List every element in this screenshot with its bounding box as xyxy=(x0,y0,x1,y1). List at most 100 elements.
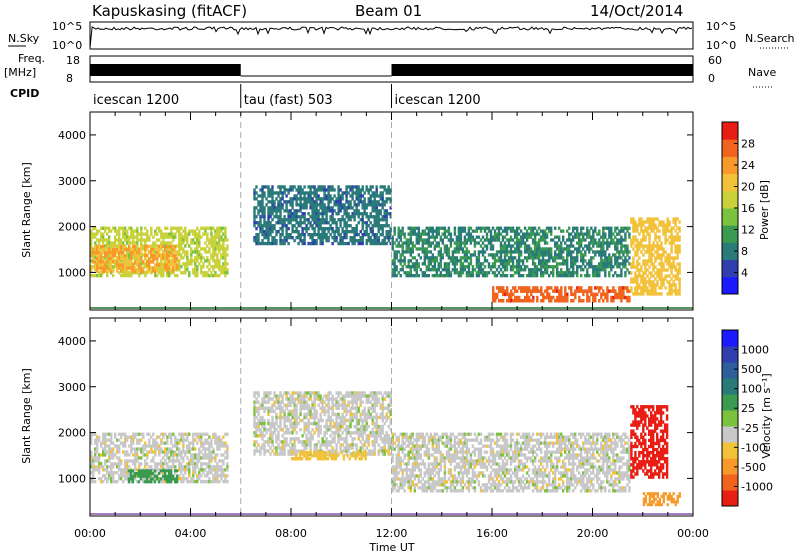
heatmap-cell xyxy=(100,238,103,242)
heatmap-cell xyxy=(371,209,374,213)
heatmap-cell xyxy=(401,259,404,263)
heatmap-cell xyxy=(574,232,577,236)
heatmap-cell xyxy=(377,203,380,207)
heatmap-cell xyxy=(491,256,495,260)
heatmap-cell xyxy=(269,421,272,426)
heatmap-cell xyxy=(564,274,567,278)
heatmap-cell xyxy=(212,238,215,242)
heatmap-cell xyxy=(674,238,677,242)
heatmap-cell xyxy=(204,468,207,472)
heatmap-cell xyxy=(634,223,637,227)
heatmap-cell xyxy=(505,247,509,251)
heatmap-cell xyxy=(160,450,163,454)
heatmap-cell xyxy=(136,254,139,258)
heatmap-cell xyxy=(339,218,342,222)
heatmap-cell xyxy=(90,453,93,457)
heatmap-cell xyxy=(131,469,135,473)
heatmap-cell xyxy=(220,477,223,481)
heatmap-cell xyxy=(588,235,591,239)
heatmap-cell xyxy=(106,238,109,242)
heatmap-cell xyxy=(90,435,93,439)
heatmap-cell xyxy=(164,432,167,436)
heatmap-cell xyxy=(214,471,217,475)
heatmap-cell xyxy=(634,286,637,290)
heatmap-cell xyxy=(144,262,147,266)
heatmap-cell xyxy=(180,238,183,242)
heatmap-cell xyxy=(359,241,362,246)
heatmap-cell xyxy=(423,241,426,245)
heatmap-cell xyxy=(519,253,523,257)
heatmap-cell xyxy=(385,191,388,195)
heatmap-cell xyxy=(182,450,185,454)
heatmap-cell xyxy=(622,238,625,242)
heatmap-cell xyxy=(196,259,199,263)
heatmap-cell xyxy=(604,253,607,257)
heatmap-cell xyxy=(527,271,531,275)
heatmap-cell xyxy=(173,254,177,258)
heatmap-cell xyxy=(188,447,191,451)
heatmap-cell xyxy=(291,236,294,240)
heatmap-cell xyxy=(142,450,145,454)
heatmap-cell xyxy=(94,459,97,463)
heatmap-cell xyxy=(319,221,322,225)
heatmap-cell xyxy=(138,248,141,252)
heatmap-cell xyxy=(373,224,376,228)
heatmap-cell xyxy=(590,247,593,251)
heatmap-cell xyxy=(507,256,511,260)
heatmap-cell xyxy=(289,221,292,225)
heatmap-cell xyxy=(365,212,368,216)
heatmap-cell xyxy=(612,232,615,236)
heatmap-cell xyxy=(497,229,501,233)
nsky-tick-bottom: 10^0 xyxy=(52,39,82,52)
heatmap-cell xyxy=(431,226,434,230)
heatmap-cell xyxy=(301,227,304,231)
heatmap-cell xyxy=(638,256,641,260)
heatmap-cell xyxy=(520,286,523,290)
heatmap-cell xyxy=(511,244,515,248)
heatmap-cell xyxy=(160,438,163,442)
heatmap-cell xyxy=(626,226,629,230)
heatmap-cell xyxy=(273,227,276,231)
heatmap-cell xyxy=(279,203,282,207)
heatmap-cell xyxy=(154,438,157,442)
heatmap-cell xyxy=(136,438,139,442)
heatmap-cell xyxy=(349,194,352,198)
heatmap-cell xyxy=(156,462,159,466)
heatmap-cell xyxy=(216,474,219,478)
heatmap-cell xyxy=(509,247,513,251)
heatmap-cell xyxy=(327,209,330,213)
heatmap-cell xyxy=(550,271,553,275)
heatmap-cell xyxy=(507,262,511,266)
heatmap-cell xyxy=(192,456,195,460)
heatmap-cell xyxy=(269,241,272,246)
heatmap-cell xyxy=(461,256,465,260)
heatmap-cell xyxy=(333,209,336,213)
heatmap-cell xyxy=(214,244,217,248)
heatmap-cell xyxy=(560,262,563,266)
heatmap-cell xyxy=(128,262,131,266)
heatmap-cell xyxy=(465,253,469,257)
heatmap-cell xyxy=(660,223,663,227)
heatmap-cell xyxy=(403,250,406,254)
heatmap-cell xyxy=(576,229,579,233)
heatmap-cell xyxy=(676,226,679,230)
heatmap-cell xyxy=(146,232,149,236)
heatmap-cell xyxy=(604,262,607,266)
heatmap-cell xyxy=(160,268,163,272)
heatmap-cell xyxy=(226,268,229,272)
heatmap-cell xyxy=(90,456,93,460)
heatmap-cell xyxy=(303,233,306,237)
heatmap-cell xyxy=(435,271,438,275)
heatmap-cell xyxy=(168,459,171,463)
heatmap-cell xyxy=(104,432,107,436)
heatmap-cell xyxy=(192,241,195,245)
heatmap-cell xyxy=(650,256,653,260)
heatmap-cell xyxy=(281,206,284,210)
heatmap-cell xyxy=(134,266,137,270)
heatmap-cell xyxy=(361,203,364,207)
heatmap-cell xyxy=(143,472,147,475)
heatmap-cell xyxy=(602,253,605,257)
heatmap-cell xyxy=(383,241,386,246)
heatmap-cell xyxy=(469,253,473,257)
heatmap-cell xyxy=(656,247,659,251)
